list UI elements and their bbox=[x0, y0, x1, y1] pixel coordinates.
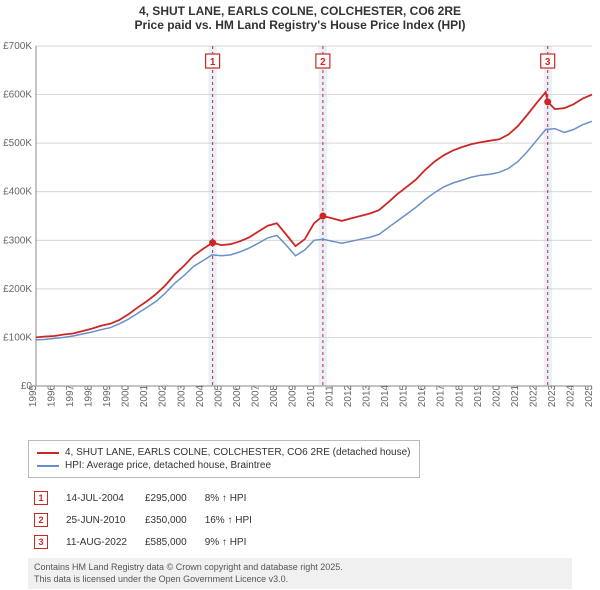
svg-text:1998: 1998 bbox=[84, 384, 95, 407]
svg-text:2001: 2001 bbox=[139, 384, 150, 407]
chart-legend: 4, SHUT LANE, EARLS COLNE, COLCHESTER, C… bbox=[28, 440, 420, 478]
svg-text:2022: 2022 bbox=[528, 384, 539, 407]
svg-text:2025: 2025 bbox=[584, 384, 595, 407]
svg-text:£200K: £200K bbox=[3, 284, 32, 295]
svg-text:2013: 2013 bbox=[362, 384, 373, 407]
svg-text:2005: 2005 bbox=[213, 384, 224, 407]
table-row: 3 11-AUG-2022£585,0009% ↑ HPI bbox=[30, 532, 264, 552]
legend-label: HPI: Average price, detached house, Brai… bbox=[65, 460, 271, 471]
svg-text:2006: 2006 bbox=[232, 384, 243, 407]
svg-text:1997: 1997 bbox=[65, 384, 76, 407]
sale-price: £295,000 bbox=[141, 488, 199, 508]
svg-text:2016: 2016 bbox=[417, 384, 428, 407]
svg-text:2008: 2008 bbox=[269, 384, 280, 407]
svg-text:£300K: £300K bbox=[3, 235, 32, 246]
legend-swatch bbox=[37, 452, 59, 454]
footer-attribution: Contains HM Land Registry data © Crown c… bbox=[28, 558, 572, 589]
sale-price: £585,000 bbox=[141, 532, 199, 552]
svg-text:2015: 2015 bbox=[399, 384, 410, 407]
footer-line2: This data is licensed under the Open Gov… bbox=[34, 574, 566, 586]
sales-table: 1 14-JUL-2004£295,0008% ↑ HPI 2 25-JUN-2010… bbox=[28, 486, 266, 554]
svg-text:2002: 2002 bbox=[158, 384, 169, 407]
sale-badge: 3 bbox=[34, 535, 48, 549]
svg-text:£100K: £100K bbox=[3, 332, 32, 343]
svg-text:2000: 2000 bbox=[121, 384, 132, 407]
table-row: 2 25-JUN-2010£350,00016% ↑ HPI bbox=[30, 510, 264, 530]
sale-badge: 1 bbox=[34, 491, 48, 505]
svg-text:£400K: £400K bbox=[3, 187, 32, 198]
svg-text:2023: 2023 bbox=[547, 384, 558, 407]
svg-text:2019: 2019 bbox=[473, 384, 484, 407]
svg-text:£500K: £500K bbox=[3, 138, 32, 149]
svg-text:2010: 2010 bbox=[306, 384, 317, 407]
sale-diff: 8% ↑ HPI bbox=[201, 488, 264, 508]
sale-diff: 9% ↑ HPI bbox=[201, 532, 264, 552]
svg-text:2014: 2014 bbox=[380, 384, 391, 407]
svg-text:1: 1 bbox=[210, 57, 216, 68]
sale-badge: 2 bbox=[34, 513, 48, 527]
svg-text:3: 3 bbox=[545, 57, 551, 68]
svg-text:2017: 2017 bbox=[436, 384, 447, 407]
legend-row: 4, SHUT LANE, EARLS COLNE, COLCHESTER, C… bbox=[37, 447, 411, 458]
svg-text:2003: 2003 bbox=[176, 384, 187, 407]
svg-text:2009: 2009 bbox=[287, 384, 298, 407]
page-title: 4, SHUT LANE, EARLS COLNE, COLCHESTER, C… bbox=[8, 4, 592, 18]
svg-text:2007: 2007 bbox=[250, 384, 261, 407]
svg-text:£700K: £700K bbox=[3, 41, 32, 52]
svg-text:2004: 2004 bbox=[195, 384, 206, 407]
svg-text:£600K: £600K bbox=[3, 90, 32, 101]
svg-text:2024: 2024 bbox=[565, 384, 576, 407]
svg-text:1999: 1999 bbox=[102, 384, 113, 407]
svg-text:2: 2 bbox=[320, 57, 326, 68]
sale-diff: 16% ↑ HPI bbox=[201, 510, 264, 530]
svg-text:1995: 1995 bbox=[28, 384, 39, 407]
svg-text:2012: 2012 bbox=[343, 384, 354, 407]
svg-text:1996: 1996 bbox=[47, 384, 58, 407]
sale-date: 25-JUN-2010 bbox=[62, 510, 139, 530]
svg-text:2018: 2018 bbox=[454, 384, 465, 407]
legend-swatch bbox=[37, 465, 59, 467]
svg-text:2021: 2021 bbox=[510, 384, 521, 407]
sale-price: £350,000 bbox=[141, 510, 199, 530]
page-subtitle: Price paid vs. HM Land Registry's House … bbox=[8, 18, 592, 32]
sale-date: 14-JUL-2004 bbox=[62, 488, 139, 508]
footer-line1: Contains HM Land Registry data © Crown c… bbox=[34, 562, 566, 574]
legend-label: 4, SHUT LANE, EARLS COLNE, COLCHESTER, C… bbox=[65, 447, 411, 458]
sale-date: 11-AUG-2022 bbox=[62, 532, 139, 552]
svg-text:2011: 2011 bbox=[325, 385, 336, 407]
legend-row: HPI: Average price, detached house, Brai… bbox=[37, 460, 411, 471]
table-row: 1 14-JUL-2004£295,0008% ↑ HPI bbox=[30, 488, 264, 508]
price-chart: £0£100K£200K£300K£400K£500K£600K£700K199… bbox=[0, 34, 600, 434]
svg-text:2020: 2020 bbox=[491, 384, 502, 407]
